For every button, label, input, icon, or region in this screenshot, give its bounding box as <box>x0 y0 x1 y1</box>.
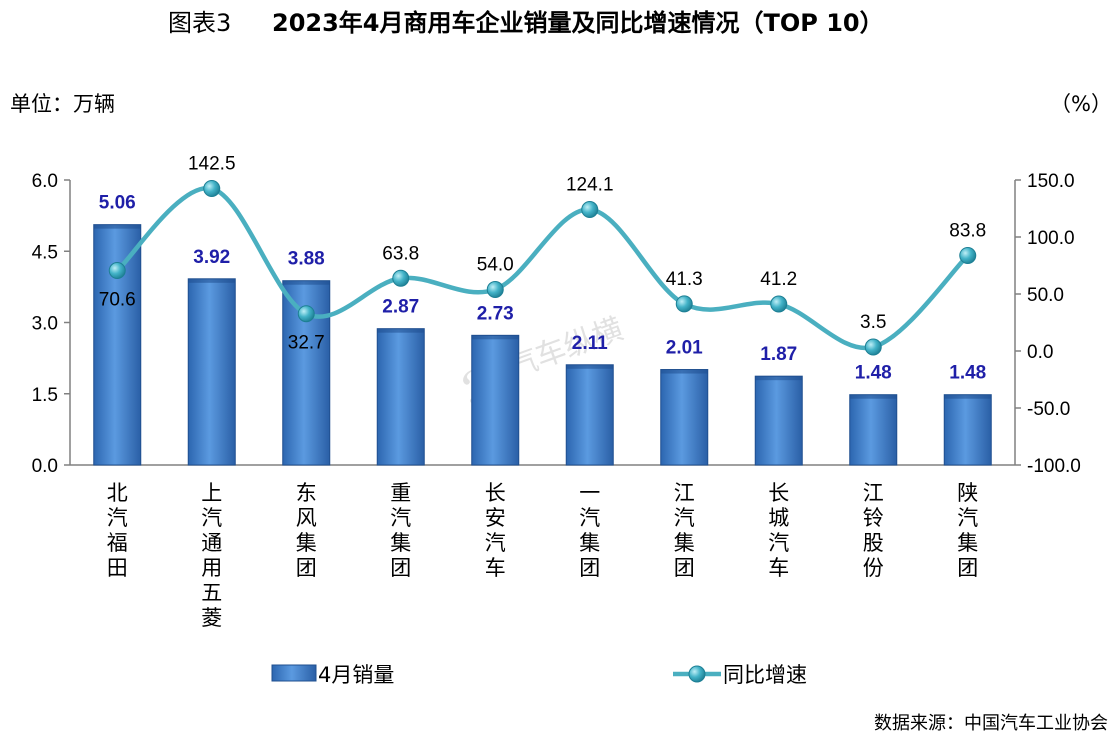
chart-title-prefix: 图表3 <box>168 9 231 37</box>
bar-value-label: 2.01 <box>666 338 703 359</box>
left-tick-label: 3.0 <box>32 314 58 335</box>
growth-value-label: 124.1 <box>566 175 614 196</box>
growth-value-label: 63.8 <box>382 243 419 264</box>
data-source: 数据来源：中国汽车工业协会 <box>874 713 1108 734</box>
right-tick-label: -50.0 <box>1027 399 1070 420</box>
left-tick-label: 6.0 <box>32 171 58 192</box>
legend-line-label: 同比增速 <box>723 663 807 687</box>
legend: 4月销量 同比增速 <box>271 663 807 687</box>
bar-top-edge <box>755 376 803 381</box>
left-tick-label: 0.0 <box>32 456 58 477</box>
bar-top-edge <box>660 369 708 374</box>
legend-bar-swatch <box>271 664 317 682</box>
category-label: 江汽集团 <box>674 481 695 580</box>
growth-value-label: 83.8 <box>949 220 986 241</box>
bar-top-edge <box>471 335 519 340</box>
bar <box>376 328 425 466</box>
category-label: 长安汽车 <box>485 481 506 580</box>
bar <box>849 394 898 466</box>
growth-value-label: 142.5 <box>188 154 236 175</box>
growth-marker <box>297 305 315 323</box>
bar <box>565 364 614 466</box>
right-tick-label: 50.0 <box>1027 285 1064 306</box>
growth-value-label: 41.2 <box>760 269 797 290</box>
bar-value-label: 1.87 <box>760 344 797 365</box>
bar-top-edge <box>566 364 614 369</box>
growth-line <box>115 186 970 351</box>
bar <box>754 375 803 466</box>
growth-labels: 70.6 142.5 32.7 63.8 54.0 124.1 41.3 41.2 3.5 83.… <box>99 154 986 354</box>
bar-value-label: 1.48 <box>855 363 892 384</box>
bar <box>187 278 236 466</box>
bar-top-edge <box>849 394 897 399</box>
growth-marker <box>486 280 504 298</box>
left-tick-label: 4.5 <box>32 242 58 263</box>
left-tick-label: 1.5 <box>32 385 58 406</box>
category-label: 上汽通用五菱 <box>201 481 222 630</box>
category-label: 东风集团 <box>296 481 317 580</box>
growth-markers <box>108 180 977 356</box>
growth-marker <box>108 262 126 280</box>
bar-value-label: 1.48 <box>949 363 986 384</box>
category-label: 北汽福田 <box>107 481 128 580</box>
bar-value-label: 2.11 <box>572 333 608 354</box>
right-axis-ticks: -100.0 -50.0 0.0 50.0 100.0 150.0 <box>1015 171 1081 477</box>
growth-value-label: 41.3 <box>666 269 703 290</box>
right-tick-label: 100.0 <box>1027 228 1075 249</box>
bar-labels: 5.06 3.92 3.88 2.87 2.73 2.11 2.01 1.87 1.48 1.48 <box>99 193 986 384</box>
growth-marker <box>581 201 599 219</box>
right-tick-label: 0.0 <box>1027 342 1053 363</box>
right-tick-label: -100.0 <box>1027 456 1081 477</box>
right-tick-label: 150.0 <box>1027 171 1075 192</box>
bar <box>471 334 520 466</box>
category-labels: 北汽福田 上汽通用五菱 东风集团 重汽集团 长安汽车 一汽集团 江汽集团 长城汽车 江铃股份 陕汽… <box>107 481 979 630</box>
growth-value-label: 70.6 <box>99 290 136 311</box>
chart-title: 2023年4月商用车企业销量及同比增速情况（TOP 10） <box>272 9 884 37</box>
growth-value-label: 54.0 <box>477 254 514 275</box>
growth-value-label: 32.7 <box>288 333 325 354</box>
category-label: 长城汽车 <box>768 481 789 580</box>
bar-value-label: 3.88 <box>288 249 325 270</box>
bar-top-edge <box>93 224 141 229</box>
bar <box>93 224 142 466</box>
growth-marker <box>959 246 977 264</box>
growth-marker <box>392 269 410 287</box>
category-label: 一汽集团 <box>579 481 600 580</box>
bar-top-edge <box>377 328 425 333</box>
growth-value-label: 3.5 <box>860 312 886 333</box>
growth-marker <box>864 338 882 356</box>
bar-top-edge <box>944 394 992 399</box>
growth-marker <box>203 180 221 198</box>
growth-marker <box>675 295 693 313</box>
left-axis-ticks: 0.0 1.5 3.0 4.5 6.0 <box>32 171 70 477</box>
legend-line-marker <box>688 665 706 683</box>
bar-value-label: 2.73 <box>477 303 514 324</box>
bar-value-label: 3.92 <box>193 247 230 268</box>
bar-value-label: 5.06 <box>99 193 136 214</box>
category-label: 陕汽集团 <box>957 481 978 580</box>
legend-bar-label: 4月销量 <box>318 663 394 687</box>
bar <box>943 394 992 466</box>
bar-top-edge <box>188 278 236 283</box>
right-axis-unit: （%） <box>1050 92 1112 116</box>
bar-value-label: 2.87 <box>382 297 419 318</box>
left-axis-unit: 单位：万辆 <box>10 92 115 116</box>
growth-marker <box>770 295 788 313</box>
bar <box>660 369 709 466</box>
category-label: 江铃股份 <box>863 481 884 580</box>
bar-top-edge <box>282 280 330 285</box>
category-label: 重汽集团 <box>390 481 411 580</box>
